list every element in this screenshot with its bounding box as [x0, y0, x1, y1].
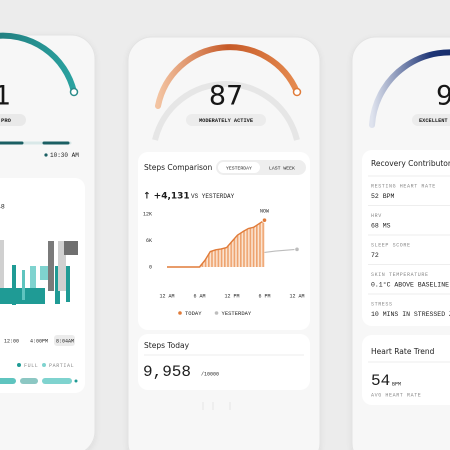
center-phone: 87 MODERATELY ACTIVE Steps Comparison YE…: [127, 36, 321, 450]
badge: [0, 114, 26, 126]
badge-text: MODERATELY ACTIVE: [199, 118, 253, 124]
x-tick-label: 12 AM: [289, 293, 304, 299]
card: [138, 334, 310, 390]
x-tick-label: 12 PM: [224, 293, 239, 299]
badge: [186, 114, 266, 126]
legend-label: YESTERDAY: [222, 310, 252, 317]
recovery-list: RESTING HEART RATE 52 BPM HRV 68 MS SLEEP SC…: [368, 175, 450, 318]
series-line: [167, 219, 265, 268]
legend-label: TODAY: [185, 310, 202, 317]
segment-strip: [0, 378, 78, 384]
tab[interactable]: LAST WEEK: [269, 165, 295, 171]
legend-dot: [17, 363, 21, 367]
metric-value: 10 MINS IN STRESSED Z: [371, 311, 450, 318]
delta: ↑ +4,131: [143, 192, 190, 202]
metric-value: 68 MS: [371, 223, 391, 230]
heart-rate-caption: AVG HEART RATE: [371, 392, 421, 398]
y-tick-label: 12K: [143, 211, 152, 217]
card-title: Steps Today: [144, 341, 190, 350]
end-point: [294, 246, 300, 252]
area-fill: [167, 220, 265, 267]
tab[interactable]: YESTERDAY: [226, 165, 252, 171]
x-tick-label: 12 AM: [159, 293, 174, 299]
metric-label: HRV: [371, 213, 382, 219]
delta-label: VS YESTERDAY: [191, 193, 235, 200]
card-title: Recovery Contributors: [371, 159, 450, 168]
legend-label: FULL: [24, 363, 38, 369]
metric-label: SKIN TEMPERATURE: [371, 272, 429, 278]
legend-dot: [42, 363, 46, 367]
card-title: Steps Comparison: [144, 163, 213, 172]
gauge-arc: [155, 44, 300, 109]
heart-rate-unit: BPM: [392, 381, 401, 387]
metric-value: 0.1°C ABOVE BASELINE: [371, 281, 449, 289]
time: 10:30 AM: [50, 152, 79, 159]
end-point: [261, 217, 268, 223]
annotation: NOW: [260, 209, 269, 215]
y-tick-label: 6K: [146, 238, 152, 244]
metric-label: STRESS: [371, 301, 393, 307]
x-label-pill: [54, 335, 75, 346]
steps-value: 9,958: [143, 363, 191, 381]
gauge-arc: [369, 49, 450, 128]
steps-goal: /10000: [201, 371, 219, 377]
card-title: Heart Rate Trend: [371, 347, 435, 356]
gauge-knob: [292, 87, 302, 97]
steps-chart: 12K 6K 0 12 AM 6 AM 12 PM 6 PM 12 AM NOW TODAY YES…: [143, 209, 305, 317]
card: [138, 152, 310, 330]
y-tick-label: 0: [149, 264, 152, 270]
metric-value: 72: [371, 252, 379, 259]
metric-label: SLEEP SCORE: [371, 242, 411, 248]
timeline-bars: [0, 240, 78, 305]
left-phone: 1 PRO 10:30 AM 48 12:00 4:00PM 8:04AM FU…: [0, 32, 96, 450]
nav-hint: [202, 402, 231, 410]
badge-text: EXCELLENT: [419, 118, 448, 124]
card-value: 48: [0, 204, 5, 211]
gauge-knob: [69, 87, 79, 97]
metric-label: RESTING HEART RATE: [371, 183, 436, 189]
tab-active[interactable]: [218, 162, 260, 173]
x-label: 12:00: [4, 338, 19, 344]
card: [362, 335, 450, 405]
right-phone: 9 EXCELLENT Recovery Contributors RESTIN…: [351, 36, 450, 450]
score: 9: [436, 81, 450, 112]
x-label: 4:00PM: [30, 338, 48, 344]
metric-value: 52 BPM: [371, 193, 395, 200]
legend-dot: [178, 311, 182, 315]
time-dot: [44, 153, 48, 157]
card: [362, 150, 450, 326]
gauge-arc: [0, 32, 77, 95]
score: 1: [0, 81, 11, 112]
badge-text: PRO: [1, 117, 12, 124]
badge: [412, 114, 450, 126]
heart-rate-value: 54: [371, 372, 390, 390]
x-tick-label: 6 AM: [193, 293, 205, 299]
x-tick-label: 6 PM: [258, 293, 270, 299]
gauge-track: [152, 80, 300, 141]
x-label: 8:04AM: [56, 338, 74, 344]
legend-label: PARTIAL: [49, 363, 74, 369]
score: 87: [209, 81, 243, 112]
legend-dot: [214, 311, 219, 315]
